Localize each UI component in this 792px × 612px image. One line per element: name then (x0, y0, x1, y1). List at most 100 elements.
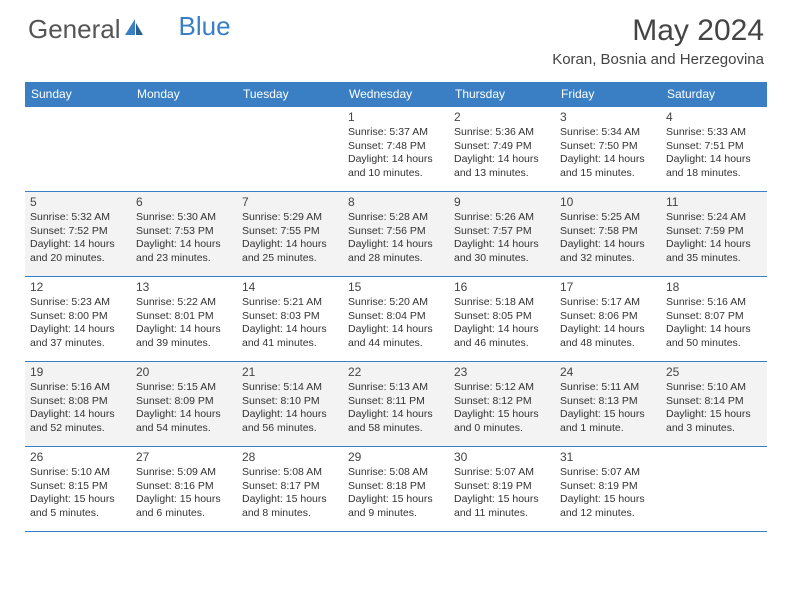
day-sunset: Sunset: 7:50 PM (560, 140, 657, 153)
day-number: 8 (348, 195, 445, 210)
day-number: 26 (30, 450, 127, 465)
day-number: 22 (348, 365, 445, 380)
day-number: 18 (666, 280, 763, 295)
day-day2: and 3 minutes. (666, 422, 763, 435)
empty-cell (661, 447, 767, 531)
calendar-day: 23Sunrise: 5:12 AMSunset: 8:12 PMDayligh… (449, 362, 555, 446)
day-sunrise: Sunrise: 5:24 AM (666, 211, 763, 224)
calendar-day: 13Sunrise: 5:22 AMSunset: 8:01 PMDayligh… (131, 277, 237, 361)
day-sunset: Sunset: 7:51 PM (666, 140, 763, 153)
day-sunset: Sunset: 7:49 PM (454, 140, 551, 153)
day-day2: and 11 minutes. (454, 507, 551, 520)
day-number: 4 (666, 110, 763, 125)
day-sunrise: Sunrise: 5:11 AM (560, 381, 657, 394)
day-number: 17 (560, 280, 657, 295)
day-sunset: Sunset: 7:48 PM (348, 140, 445, 153)
day-number: 9 (454, 195, 551, 210)
calendar-day: 1Sunrise: 5:37 AMSunset: 7:48 PMDaylight… (343, 107, 449, 191)
day-day1: Daylight: 14 hours (242, 323, 339, 336)
day-day2: and 58 minutes. (348, 422, 445, 435)
calendar-week: 26Sunrise: 5:10 AMSunset: 8:15 PMDayligh… (25, 446, 767, 532)
day-day1: Daylight: 14 hours (348, 153, 445, 166)
day-number: 25 (666, 365, 763, 380)
calendar-day: 6Sunrise: 5:30 AMSunset: 7:53 PMDaylight… (131, 192, 237, 276)
day-day1: Daylight: 14 hours (242, 408, 339, 421)
day-day2: and 25 minutes. (242, 252, 339, 265)
day-day2: and 20 minutes. (30, 252, 127, 265)
day-number: 10 (560, 195, 657, 210)
calendar-day: 27Sunrise: 5:09 AMSunset: 8:16 PMDayligh… (131, 447, 237, 531)
day-sunset: Sunset: 8:07 PM (666, 310, 763, 323)
calendar-day: 21Sunrise: 5:14 AMSunset: 8:10 PMDayligh… (237, 362, 343, 446)
day-day1: Daylight: 15 hours (454, 493, 551, 506)
day-sunrise: Sunrise: 5:20 AM (348, 296, 445, 309)
day-number: 2 (454, 110, 551, 125)
day-number: 11 (666, 195, 763, 210)
weekday-label: Tuesday (237, 82, 343, 106)
sail-icon (123, 17, 145, 42)
day-sunrise: Sunrise: 5:17 AM (560, 296, 657, 309)
day-day1: Daylight: 15 hours (348, 493, 445, 506)
day-day2: and 44 minutes. (348, 337, 445, 350)
day-sunset: Sunset: 7:56 PM (348, 225, 445, 238)
day-day1: Daylight: 14 hours (560, 323, 657, 336)
day-day1: Daylight: 14 hours (242, 238, 339, 251)
day-sunrise: Sunrise: 5:18 AM (454, 296, 551, 309)
calendar-day: 18Sunrise: 5:16 AMSunset: 8:07 PMDayligh… (661, 277, 767, 361)
day-day1: Daylight: 14 hours (560, 153, 657, 166)
day-day1: Daylight: 14 hours (560, 238, 657, 251)
day-sunrise: Sunrise: 5:08 AM (348, 466, 445, 479)
day-day1: Daylight: 14 hours (348, 238, 445, 251)
day-sunrise: Sunrise: 5:14 AM (242, 381, 339, 394)
day-number: 13 (136, 280, 233, 295)
calendar-day: 12Sunrise: 5:23 AMSunset: 8:00 PMDayligh… (25, 277, 131, 361)
day-sunset: Sunset: 8:19 PM (454, 480, 551, 493)
calendar-day: 31Sunrise: 5:07 AMSunset: 8:19 PMDayligh… (555, 447, 661, 531)
calendar-week: 5Sunrise: 5:32 AMSunset: 7:52 PMDaylight… (25, 191, 767, 276)
calendar-day: 29Sunrise: 5:08 AMSunset: 8:18 PMDayligh… (343, 447, 449, 531)
day-sunset: Sunset: 8:01 PM (136, 310, 233, 323)
day-day1: Daylight: 14 hours (454, 323, 551, 336)
day-day1: Daylight: 15 hours (560, 493, 657, 506)
calendar-day: 28Sunrise: 5:08 AMSunset: 8:17 PMDayligh… (237, 447, 343, 531)
day-sunrise: Sunrise: 5:10 AM (666, 381, 763, 394)
day-day1: Daylight: 15 hours (666, 408, 763, 421)
day-day1: Daylight: 14 hours (30, 323, 127, 336)
brand-part1: General (28, 14, 121, 45)
day-sunrise: Sunrise: 5:26 AM (454, 211, 551, 224)
day-day2: and 12 minutes. (560, 507, 657, 520)
day-sunset: Sunset: 8:08 PM (30, 395, 127, 408)
day-number: 24 (560, 365, 657, 380)
day-day1: Daylight: 14 hours (454, 153, 551, 166)
day-day2: and 6 minutes. (136, 507, 233, 520)
day-sunset: Sunset: 8:10 PM (242, 395, 339, 408)
day-sunrise: Sunrise: 5:36 AM (454, 126, 551, 139)
day-number: 5 (30, 195, 127, 210)
day-day1: Daylight: 14 hours (30, 408, 127, 421)
day-day2: and 5 minutes. (30, 507, 127, 520)
weekday-label: Monday (131, 82, 237, 106)
day-sunset: Sunset: 8:03 PM (242, 310, 339, 323)
day-day1: Daylight: 14 hours (666, 238, 763, 251)
day-sunset: Sunset: 8:14 PM (666, 395, 763, 408)
calendar-day: 9Sunrise: 5:26 AMSunset: 7:57 PMDaylight… (449, 192, 555, 276)
header: General Blue May 2024 Koran, Bosnia and … (0, 0, 792, 74)
weekday-header: SundayMondayTuesdayWednesdayThursdayFrid… (25, 82, 767, 106)
calendar-day: 3Sunrise: 5:34 AMSunset: 7:50 PMDaylight… (555, 107, 661, 191)
day-sunrise: Sunrise: 5:28 AM (348, 211, 445, 224)
calendar-day: 8Sunrise: 5:28 AMSunset: 7:56 PMDaylight… (343, 192, 449, 276)
day-day2: and 54 minutes. (136, 422, 233, 435)
day-sunrise: Sunrise: 5:29 AM (242, 211, 339, 224)
day-day1: Daylight: 14 hours (348, 323, 445, 336)
weekday-label: Sunday (25, 82, 131, 106)
day-day2: and 13 minutes. (454, 167, 551, 180)
day-day1: Daylight: 14 hours (136, 408, 233, 421)
day-number: 14 (242, 280, 339, 295)
day-number: 19 (30, 365, 127, 380)
day-day1: Daylight: 14 hours (666, 153, 763, 166)
location-label: Koran, Bosnia and Herzegovina (552, 51, 764, 68)
weekday-label: Wednesday (343, 82, 449, 106)
day-sunrise: Sunrise: 5:09 AM (136, 466, 233, 479)
day-day1: Daylight: 14 hours (454, 238, 551, 251)
day-sunset: Sunset: 7:52 PM (30, 225, 127, 238)
